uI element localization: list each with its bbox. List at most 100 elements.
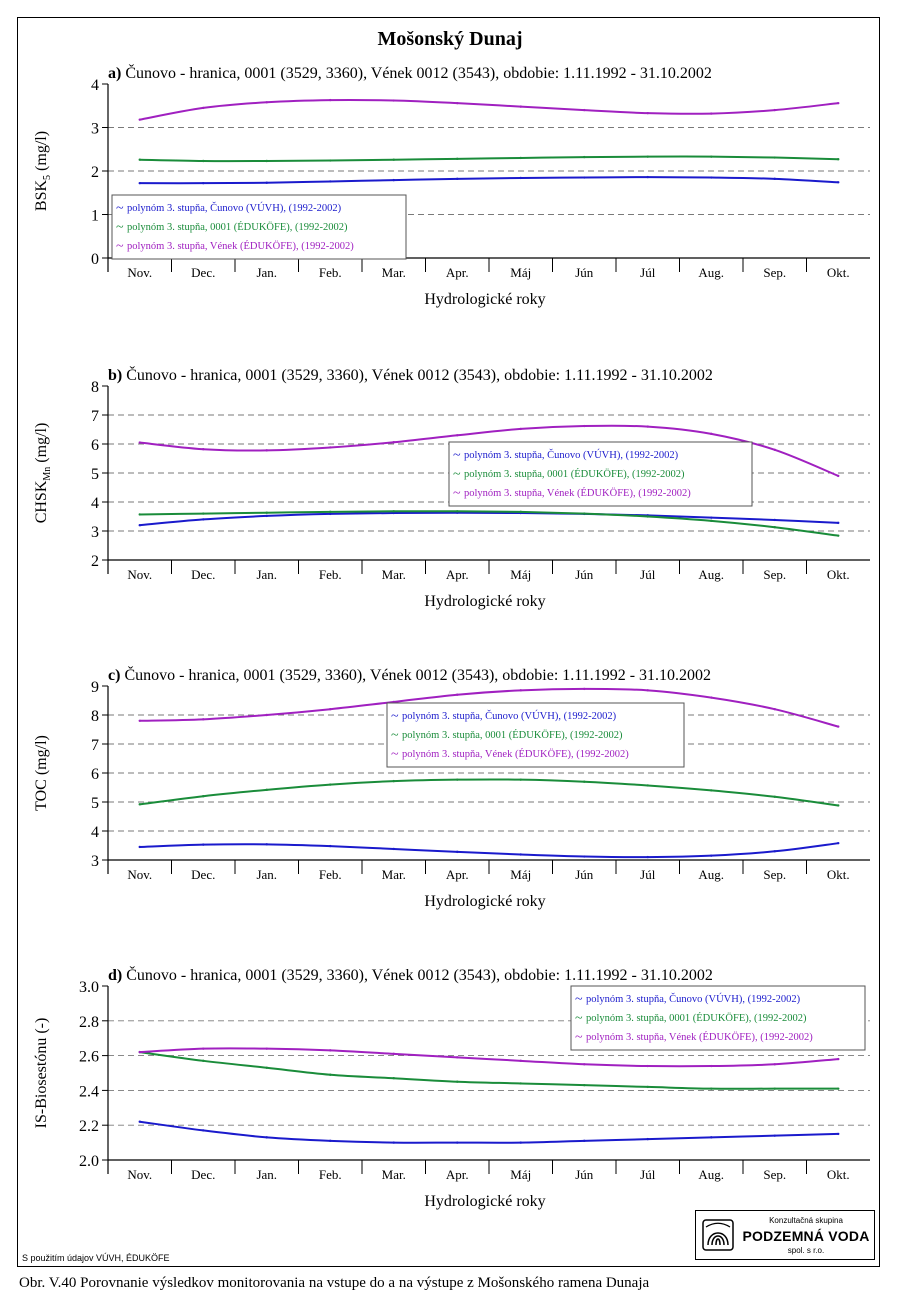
- y-tick-label: 3: [91, 853, 99, 870]
- y-axis-label: IS-Biosestónu (-): [33, 1018, 50, 1129]
- x-tick-label: Feb.: [319, 265, 342, 280]
- data-point-venek: [392, 1052, 395, 1056]
- series-line-venek: [139, 424, 839, 477]
- x-tick-label: Apr.: [446, 1167, 469, 1182]
- legend-box: [448, 441, 753, 507]
- y-tick-label: 2.0: [79, 1153, 99, 1170]
- y-tick-label: 2: [91, 553, 99, 570]
- data-point-cunovo: [583, 1139, 586, 1143]
- x-tick-label: Feb.: [319, 1167, 342, 1182]
- x-tick-label: Sep.: [763, 265, 786, 280]
- x-tick-label: Okt.: [827, 265, 850, 280]
- y-axis-label-main: TOC: [33, 779, 50, 811]
- legend-box: [111, 194, 407, 260]
- data-point-site0001: [519, 778, 522, 781]
- series-line-cunovo: [139, 1120, 839, 1144]
- data-point-venek: [456, 693, 459, 696]
- y-tick-label: 4: [91, 824, 99, 841]
- legend-swatch-site0001: ~: [116, 220, 124, 235]
- legend-entry-site0001: polynóm 3. stupňa, 0001 (ÉDUKÖFE), (1992…: [586, 1012, 807, 1024]
- y-tick-label: 5: [91, 466, 99, 483]
- y-tick-label: 2.6: [79, 1049, 99, 1066]
- data-point-venek: [265, 101, 268, 104]
- data-point-cunovo: [837, 1132, 840, 1136]
- y-tick-label: 0: [91, 251, 99, 268]
- data-point-site0001: [456, 778, 459, 781]
- legend-entry-site0001: polynóm 3. stupňa, 0001 (ÉDUKÖFE), (1992…: [402, 729, 623, 741]
- figure-title: Mošonský Dunaj: [377, 28, 523, 50]
- data-point-site0001: [837, 534, 840, 537]
- panel-label: b): [108, 367, 122, 384]
- data-point-site0001: [202, 512, 205, 515]
- data-point-venek: [646, 689, 649, 692]
- data-point-venek: [773, 708, 776, 711]
- series-line-venek: [139, 687, 839, 728]
- x-tick-label: Máj: [510, 265, 531, 280]
- data-point-cunovo: [456, 850, 459, 854]
- legend-entry-site0001: polynóm 3. stupňa, 0001 (ÉDUKÖFE), (1992…: [127, 221, 348, 233]
- data-point-cunovo: [837, 521, 840, 525]
- legend-entry-cunovo: polynóm 3. stupňa, Čunovo (VÚVH), (1992-…: [464, 449, 679, 461]
- figure-frame: [17, 17, 880, 1267]
- data-point-site0001: [837, 1087, 840, 1090]
- panel-title-text: Čunovo - hranica, 0001 (3529, 3360), Vén…: [122, 365, 713, 384]
- data-point-site0001: [519, 510, 522, 514]
- data-point-site0001: [646, 784, 649, 787]
- x-axis-label: Hydrologické roky: [424, 1193, 545, 1210]
- x-tick-label: Jan.: [256, 265, 277, 280]
- data-point-venek: [202, 448, 205, 451]
- data-point-venek: [392, 441, 395, 444]
- data-point-site0001: [329, 510, 332, 514]
- data-point-cunovo: [202, 1129, 205, 1132]
- x-tick-label: Nov.: [127, 867, 152, 882]
- data-point-venek: [138, 441, 141, 444]
- legend-swatch-site0001: ~: [453, 467, 461, 482]
- data-point-cunovo: [138, 1120, 141, 1123]
- data-point-site0001: [138, 803, 141, 806]
- data-point-cunovo: [265, 843, 268, 846]
- data-point-venek: [519, 105, 522, 108]
- data-point-cunovo: [265, 181, 268, 184]
- y-axis-label-main: BSK: [33, 179, 50, 211]
- legend-entry-cunovo: polynóm 3. stupňa, Čunovo (VÚVH), (1992-…: [127, 202, 342, 214]
- data-point-venek: [392, 99, 395, 102]
- data-point-cunovo: [202, 518, 205, 521]
- data-point-cunovo: [265, 1136, 268, 1139]
- y-axis-label-main: CHSK: [33, 480, 50, 523]
- legend-box: [570, 985, 866, 1051]
- y-axis-label-subscript: Mn: [42, 467, 53, 481]
- x-tick-label: Aug.: [698, 867, 724, 882]
- panel-title: c) Čunovo - hranica, 0001 (3529, 3360), …: [108, 665, 711, 684]
- data-point-site0001: [583, 155, 586, 159]
- y-tick-label: 1: [91, 208, 99, 225]
- data-point-venek: [456, 1056, 459, 1059]
- data-point-cunovo: [392, 178, 395, 182]
- x-tick-label: Jan.: [256, 867, 277, 882]
- legend-swatch-venek: ~: [575, 1030, 583, 1045]
- y-tick-label: 3: [91, 121, 99, 138]
- legend-entry-venek: polynóm 3. stupňa, Vének (ÉDUKÖFE), (199…: [402, 748, 629, 760]
- data-point-cunovo: [519, 176, 522, 180]
- data-point-cunovo: [773, 177, 776, 181]
- x-tick-label: Okt.: [827, 567, 850, 582]
- data-point-venek: [138, 1050, 141, 1054]
- data-point-venek: [265, 713, 268, 717]
- panel-title-text: Čunovo - hranica, 0001 (3529, 3360), Vén…: [122, 965, 713, 984]
- panel-title: a) Čunovo - hranica, 0001 (3529, 3360), …: [108, 63, 712, 82]
- data-point-venek: [710, 696, 713, 699]
- x-tick-label: Júl: [640, 867, 656, 882]
- x-tick-label: Jan.: [256, 567, 277, 582]
- data-point-cunovo: [265, 514, 268, 518]
- data-point-venek: [583, 687, 586, 691]
- x-tick-label: Mar.: [382, 867, 406, 882]
- data-point-cunovo: [392, 847, 395, 851]
- data-point-cunovo: [138, 524, 141, 527]
- data-point-cunovo: [456, 1141, 459, 1144]
- data-point-venek: [773, 448, 776, 451]
- logo-subtitle: Konzultačná skupina: [769, 1216, 843, 1225]
- y-tick-label: 6: [91, 766, 99, 783]
- panel-label: a): [108, 65, 121, 82]
- data-point-venek: [837, 725, 840, 728]
- data-point-site0001: [392, 158, 395, 161]
- legend-swatch-venek: ~: [453, 486, 461, 501]
